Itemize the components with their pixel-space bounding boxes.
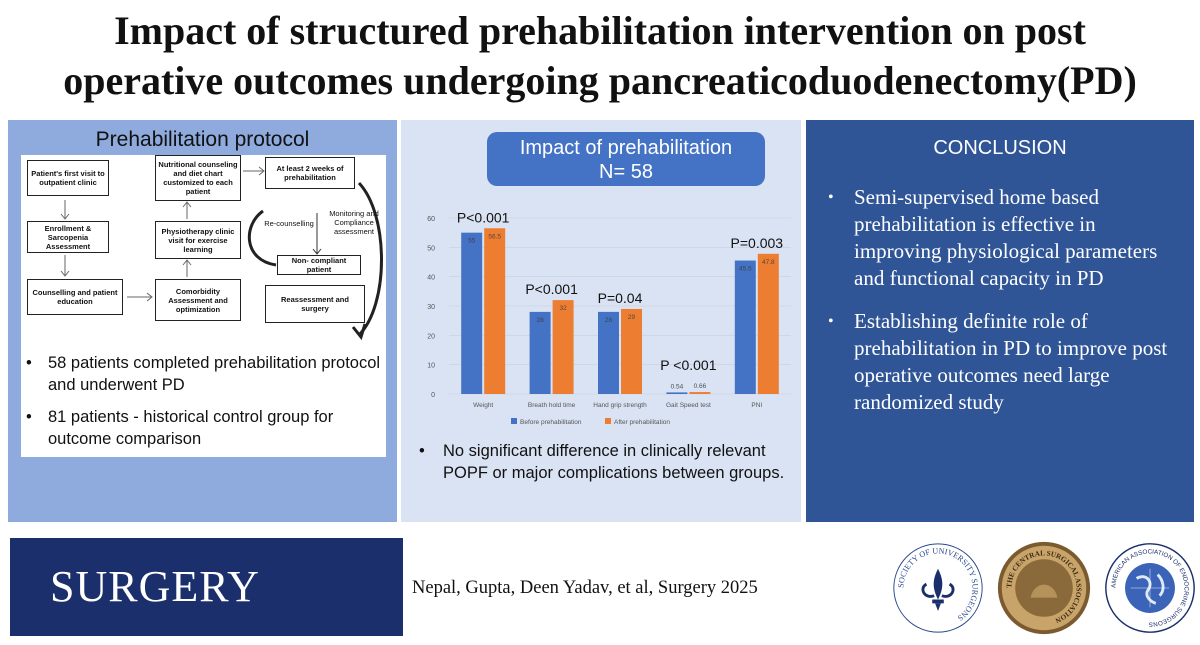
legend-label: After prehabilitation (614, 419, 670, 426)
cycle-arrow-right (357, 181, 383, 337)
legend-swatch (511, 418, 517, 424)
conclusion-bullet-2: • Establishing definite role of prehabili… (822, 308, 1182, 416)
bar (757, 253, 779, 394)
y-tick-label: 20 (427, 333, 435, 340)
bar-data-label: 29 (628, 314, 636, 321)
y-tick-label: 50 (427, 245, 435, 252)
arrow-up-2 (182, 201, 192, 219)
bar-data-label: 0.66 (694, 383, 707, 390)
y-tick-label: 0 (431, 392, 435, 399)
bullet-dot: • (419, 442, 425, 460)
conclusion-bullets: • Semi-supervised home based prehabilitat… (822, 184, 1182, 432)
flowchart-arrows (60, 166, 383, 341)
legend-swatch (605, 418, 611, 424)
bar (734, 260, 756, 394)
bar-data-label: 55 (468, 238, 476, 245)
protocol-bullet-text: 58 patients completed prehabilitation pr… (48, 354, 381, 394)
protocol-bullet-text: 81 patients - historical control group f… (48, 408, 334, 448)
bar (552, 300, 574, 394)
flow-noncompliant: Non- compliant patient (277, 255, 361, 275)
conclusion-panel: CONCLUSION • Semi-supervised home based p… (806, 120, 1194, 522)
flow-enrollment: Enrollment & Sarcopenia Assessment (27, 221, 109, 253)
citation: Nepal, Gupta, Deen Yadav, et al, Surgery… (412, 578, 758, 598)
p-value-label: P<0.001 (525, 281, 578, 297)
bar-data-label: 32 (559, 305, 567, 312)
x-category-label: Gait Speed test (666, 402, 711, 409)
arrow-monitoring (312, 213, 322, 255)
arrow-down-1 (60, 200, 70, 220)
x-category-label: Hand grip strength (593, 402, 647, 409)
bullet-dot: • (26, 354, 32, 372)
bullet-dot: • (26, 408, 32, 426)
title-line-2: operative outcomes undergoing pancreatic… (63, 58, 1137, 103)
conclusion-bullet-1: • Semi-supervised home based prehabilitat… (822, 184, 1182, 292)
x-category-label: Breath hold time (528, 402, 576, 409)
arrow-up-1 (182, 259, 192, 277)
society-university-surgeons-logo: SOCIETY OF UNIVERSITY SURGEONS (893, 543, 983, 633)
bar-data-label: 0.54 (671, 383, 684, 390)
bar-data-label: 28 (536, 317, 544, 324)
central-surgical-association-logo: THE CENTRAL SURGICAL ASSOCIATION (997, 541, 1091, 635)
conclusion-bullet-text: Establishing definite role of prehabilit… (854, 309, 1168, 414)
impact-title: Impact of prehabilitation (519, 137, 733, 159)
impact-bullet-text: No significant difference in clinically … (443, 442, 785, 482)
flow-physio: Physiotherapy clinic visit for exercise … (155, 221, 241, 259)
y-tick-label: 30 (427, 304, 435, 311)
conclusion-bullet-text: Semi-supervised home based prehabilitati… (854, 185, 1158, 290)
bar-data-label: 56.5 (488, 233, 501, 240)
impact-bullet-1: • No significant difference in clinically… (411, 440, 791, 484)
cycle-arrow-left (247, 209, 277, 267)
legend-label: Before prehabilitation (520, 419, 582, 426)
protocol-flowchart: Patient's first visit to outpatient clin… (21, 155, 386, 457)
impact-panel: Impact of prehabilitation N= 58 0 10 20 30 4… (401, 120, 801, 522)
bar-data-label: 47.8 (762, 259, 775, 266)
flow-monitoring: Monitoring and Compliance assessment (329, 209, 379, 236)
arrow-down-2 (60, 255, 70, 277)
bar (621, 308, 642, 394)
bullet-dot: • (828, 189, 834, 206)
poster-title: Impact of structured prehabilitation int… (0, 2, 1200, 114)
protocol-title: Prehabilitation protocol (95, 128, 310, 151)
p-value-label: P<0.001 (457, 209, 510, 225)
bar (598, 311, 619, 394)
protocol-bullet-2: • 81 patients - historical control group … (18, 406, 398, 450)
bar-data-label: 45.5 (739, 266, 752, 273)
endocrine-surgeons-logo: AMERICAN ASSOCIATION OF ENDOCRINE SURGEO… (1105, 543, 1195, 633)
bar (461, 232, 483, 394)
p-value-label: P=0.04 (598, 290, 643, 306)
bar (484, 228, 506, 394)
protocol-panel: Prehabilitation protocol Patient's first… (8, 120, 397, 522)
y-tick-label: 10 (427, 363, 435, 370)
bar (666, 392, 688, 394)
protocol-bullet-1: • 58 patients completed prehabilitation p… (18, 352, 398, 396)
flow-nutrition: Nutritional counseling and diet chart cu… (155, 155, 241, 201)
impact-n: N= 58 (599, 161, 653, 183)
x-category-label: Weight (473, 402, 493, 409)
flow-recounselling: Re-counselling (264, 219, 314, 228)
bar-data-label: 28 (605, 317, 613, 324)
impact-title-box: Impact of prehabilitation N= 58 (487, 132, 765, 186)
p-value-label: P <0.001 (660, 357, 716, 373)
bullet-dot: • (828, 313, 834, 330)
flow-two-weeks: At least 2 weeks of prehabilitation (265, 157, 355, 189)
bar (529, 311, 551, 394)
impact-bar-chart: 0 10 20 30 40 50 60 55 56.5 P<0.001 Weight 28 32 P<0.… (427, 209, 791, 426)
title-line-1: Impact of structured prehabilitation int… (114, 8, 1086, 53)
flow-counselling: Counselling and patient education (27, 279, 123, 315)
y-tick-label: 40 (427, 275, 435, 282)
journal-logo: SURGERY (10, 538, 403, 636)
arrow-right-2 (243, 166, 265, 176)
protocol-bullets: • 58 patients completed prehabilitation p… (18, 352, 398, 460)
arrow-right-1 (127, 292, 153, 302)
impact-bullets: • No significant difference in clinically… (411, 440, 791, 484)
bar (689, 392, 711, 394)
cycle-arrowhead (351, 323, 367, 341)
flow-comorbidity: Comorbidity Assessment and optimization (155, 279, 241, 321)
conclusion-title: CONCLUSION (933, 137, 1067, 159)
x-category-label: PNI (751, 402, 762, 409)
p-value-label: P=0.003 (731, 235, 784, 251)
flow-first-visit: Patient's first visit to outpatient clin… (27, 160, 109, 196)
y-tick-label: 60 (427, 216, 435, 223)
flow-reassessment: Reassessment and surgery (265, 285, 365, 323)
